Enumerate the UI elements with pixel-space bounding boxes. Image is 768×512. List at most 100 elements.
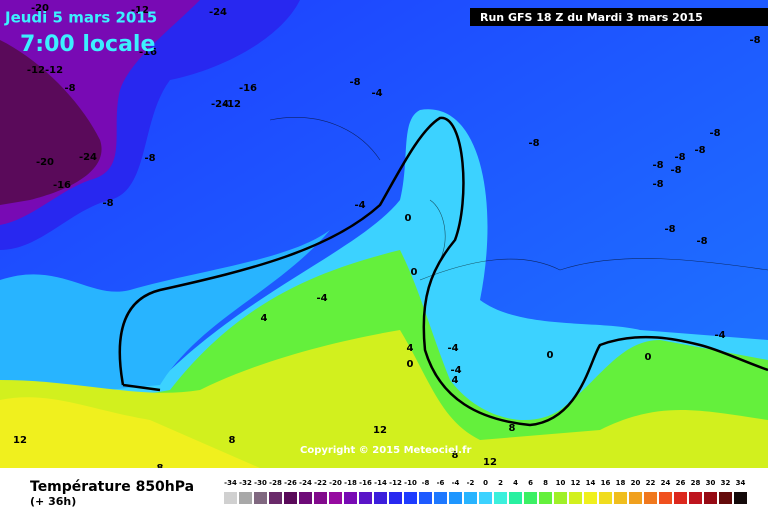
legend-label: -24	[299, 479, 312, 487]
legend-label: -22	[314, 479, 327, 487]
map-label: -16	[239, 83, 257, 94]
legend-label: 12	[571, 479, 581, 487]
footer-title: Température 850hPa	[30, 479, 194, 495]
map-label: 0	[547, 350, 554, 361]
legend-label: 32	[721, 479, 731, 487]
legend-label: -28	[269, 479, 282, 487]
legend-swatch	[239, 492, 252, 504]
map-label: -12-12	[27, 65, 63, 76]
map-label: 8	[452, 450, 459, 461]
map-label: -12	[131, 5, 149, 16]
legend-swatch	[269, 492, 282, 504]
coastline	[269, 117, 768, 281]
map-label: 4	[407, 343, 414, 354]
map-label: 12	[13, 435, 27, 446]
legend-swatch	[644, 492, 657, 504]
map-label: 4	[452, 375, 459, 386]
legend-label: -34	[224, 479, 237, 487]
time: 7:00 locale	[20, 32, 155, 57]
map-label: 0	[411, 267, 418, 278]
map-label: -8	[652, 160, 663, 171]
map-label: -8	[102, 198, 113, 209]
warmest-area	[0, 397, 260, 468]
map-label: -4	[371, 88, 382, 99]
legend-label: -16	[359, 479, 372, 487]
legend-label: 0	[483, 479, 488, 487]
legend-swatch	[344, 492, 357, 504]
legend-swatch	[284, 492, 297, 504]
legend-swatch	[299, 492, 312, 504]
legend-swatch	[479, 492, 492, 504]
map-label: -12	[223, 99, 241, 110]
legend-swatch	[464, 492, 477, 504]
legend-label: -32	[239, 479, 252, 487]
warmer-area	[0, 330, 768, 468]
legend-label: 30	[706, 479, 716, 487]
map-label: -4	[316, 293, 327, 304]
map-label: -8	[652, 179, 663, 190]
legend-label: 26	[676, 479, 686, 487]
legend-label: 4	[513, 479, 518, 487]
map-label: -20	[31, 3, 49, 14]
legend-label: -18	[344, 479, 357, 487]
legend-label: 2	[498, 479, 503, 487]
map-label: -20	[36, 157, 54, 168]
legend-swatch	[404, 492, 417, 504]
legend-swatch	[224, 492, 237, 504]
legend-label: 24	[661, 479, 671, 487]
legend-swatch	[719, 492, 732, 504]
legend-label: 22	[646, 479, 656, 487]
legend-swatch	[689, 492, 702, 504]
legend-swatch	[509, 492, 522, 504]
legend-label: 20	[631, 479, 641, 487]
map-label: 8	[509, 423, 516, 434]
legend-label: -2	[467, 479, 475, 487]
legend-label: -20	[329, 479, 342, 487]
legend-swatch	[524, 492, 537, 504]
legend-label: -12	[389, 479, 402, 487]
run-text: Run GFS 18 Z du Mardi 3 mars 2015	[480, 11, 703, 24]
map-label: -8	[144, 153, 155, 164]
footer-lead: (+ 36h)	[30, 495, 76, 508]
legend-label: -26	[284, 479, 297, 487]
map-label: -8	[528, 138, 539, 149]
legend-swatch	[314, 492, 327, 504]
map-label: 8	[229, 435, 236, 446]
map-label: 4	[261, 313, 268, 324]
legend-swatch	[419, 492, 432, 504]
map-label: -8	[664, 224, 675, 235]
legend-swatch	[584, 492, 597, 504]
map-label: -8	[674, 152, 685, 163]
legend-label: -30	[254, 479, 267, 487]
map-label: -8	[709, 128, 720, 139]
map-label: -8	[349, 77, 360, 88]
legend-label: 14	[586, 479, 596, 487]
map-label: -24	[79, 152, 97, 163]
legend-label: 10	[556, 479, 566, 487]
map-label: -16	[53, 180, 71, 191]
run-box	[470, 8, 768, 26]
legend-swatch	[449, 492, 462, 504]
legend-swatch	[359, 492, 372, 504]
legend-swatch	[704, 492, 717, 504]
map-label: 0	[407, 359, 414, 370]
coldest-area	[0, 40, 102, 205]
map-label: 0	[405, 213, 412, 224]
map-label: -24	[211, 99, 229, 110]
legend-label: 28	[691, 479, 701, 487]
zero-isotherm	[118, 116, 768, 427]
legend-swatch	[599, 492, 612, 504]
legend-swatch	[569, 492, 582, 504]
legend-swatch	[734, 492, 747, 504]
map-label: 0	[645, 352, 652, 363]
map-label: -8	[694, 145, 705, 156]
legend-swatch	[254, 492, 267, 504]
legend: -34 -32 -30 -28 -26 -24 -22 -20 -18 -16 -14 -12 -10-…	[224, 479, 747, 504]
legend-label: -8	[422, 479, 430, 487]
map-label: -4	[447, 343, 458, 354]
map-label: -16	[139, 47, 157, 58]
legend-label: 18	[616, 479, 626, 487]
map-label: 12	[483, 457, 497, 468]
